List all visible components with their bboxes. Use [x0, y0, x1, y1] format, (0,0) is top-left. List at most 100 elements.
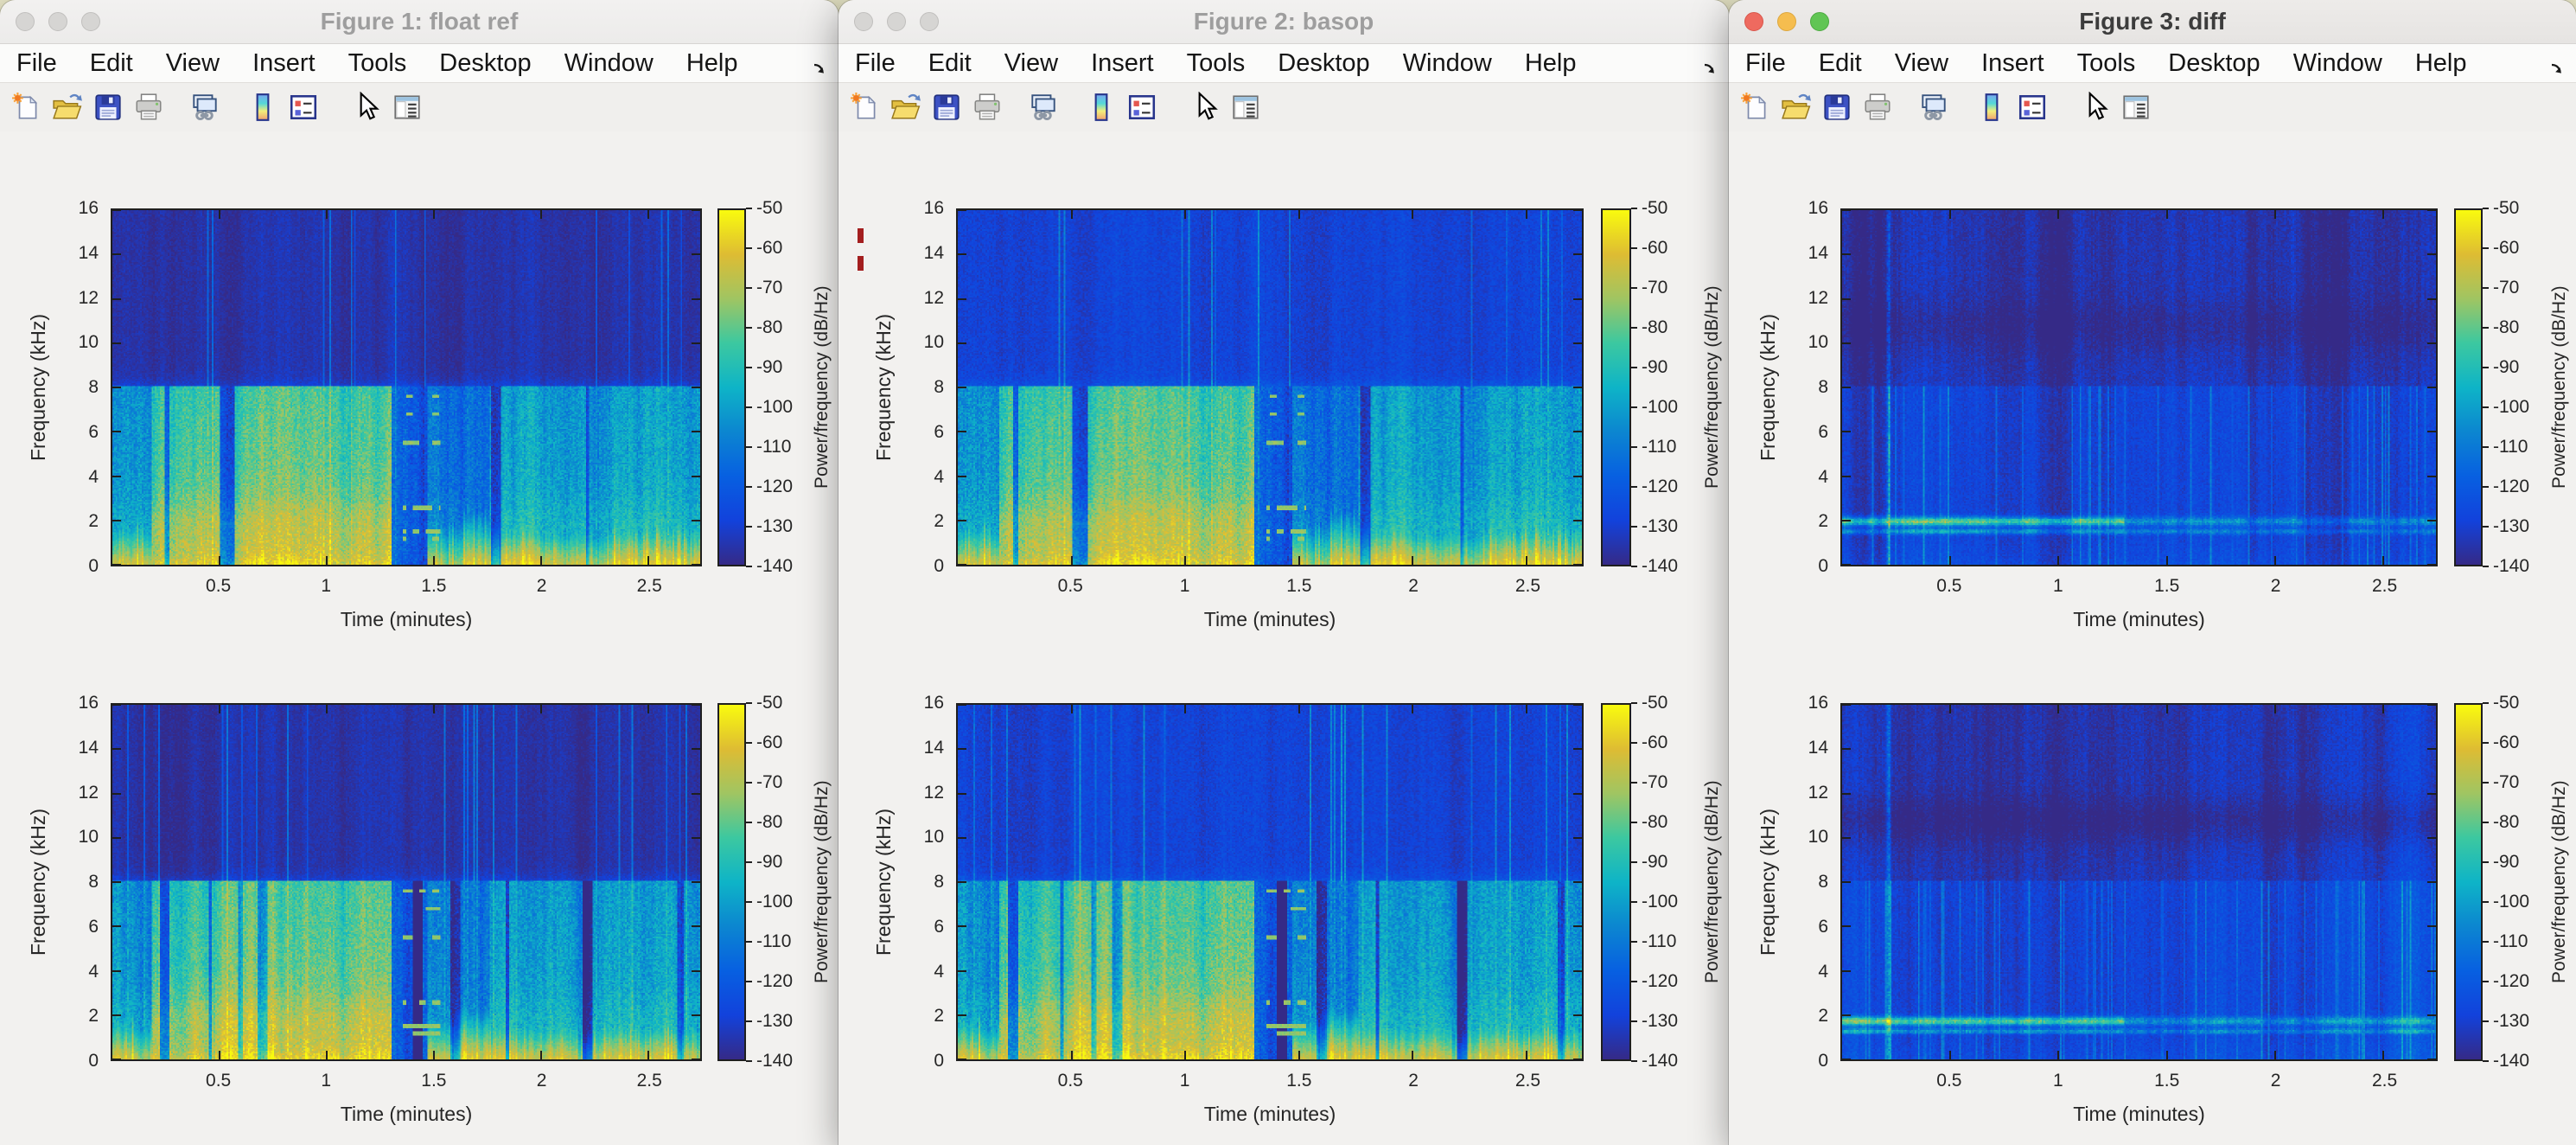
menu-item-window[interactable]: Window — [1387, 45, 1508, 82]
toolbar-button-insert-legend[interactable] — [2014, 87, 2050, 127]
figure-canvas: 02468101214160.511.522.5Time (minutes)Fr… — [838, 131, 1729, 1145]
menu-overflow-icon[interactable] — [2548, 59, 2569, 80]
menu-item-insert[interactable]: Insert — [1965, 45, 2061, 82]
y-tick-label: 6 — [47, 916, 99, 938]
y-axis-label: Frequency (kHz) — [870, 208, 896, 566]
menu-item-edit[interactable]: Edit — [73, 45, 150, 82]
toolbar-button-open-file[interactable] — [888, 87, 924, 127]
menu-item-view[interactable]: View — [1878, 45, 1965, 82]
toolbar-button-link-plot[interactable] — [1916, 87, 1952, 127]
toolbar-button-save-figure[interactable] — [1819, 87, 1855, 127]
y-tick-mark — [692, 564, 700, 566]
menu-item-edit[interactable]: Edit — [1802, 45, 1878, 82]
menu-item-help[interactable]: Help — [670, 45, 755, 82]
toolbar-button-property-inspector[interactable] — [2118, 87, 2154, 127]
toolbar-button-link-plot[interactable] — [1025, 87, 1062, 127]
toolbar-button-insert-colorbar[interactable] — [245, 87, 281, 127]
zoom-button[interactable] — [1810, 12, 1829, 31]
toolbar-button-open-file[interactable] — [1778, 87, 1814, 127]
toolbar-button-insert-legend[interactable] — [1124, 87, 1160, 127]
menu-item-file[interactable]: File — [0, 45, 73, 82]
y-tick-label: 10 — [892, 331, 944, 354]
close-button[interactable] — [16, 12, 35, 31]
menu-item-desktop[interactable]: Desktop — [1261, 45, 1386, 82]
menu-overflow-icon[interactable] — [811, 59, 832, 80]
zoom-button[interactable] — [920, 12, 939, 31]
toolbar-button-edit-plot[interactable] — [1187, 87, 1223, 127]
y-tick-mark — [1573, 1059, 1582, 1060]
menu-overflow-icon[interactable] — [1701, 59, 1722, 80]
y-tick-mark — [112, 342, 121, 344]
toolbar-button-edit-plot[interactable] — [2077, 87, 2114, 127]
menu-item-tools[interactable]: Tools — [332, 45, 424, 82]
menu-item-help[interactable]: Help — [1508, 45, 1593, 82]
menu-item-insert[interactable]: Insert — [1074, 45, 1170, 82]
toolbar-button-save-figure[interactable] — [90, 87, 126, 127]
menu-item-file[interactable]: File — [838, 45, 912, 82]
y-tick-label: 8 — [892, 376, 944, 399]
colorbar-tick-mark — [1631, 526, 1637, 528]
x-tick-mark — [1412, 705, 1413, 713]
x-tick-mark — [2382, 556, 2384, 565]
toolbar-button-property-inspector[interactable] — [1227, 87, 1264, 127]
toolbar-button-print-figure[interactable] — [1859, 87, 1896, 127]
x-tick-mark — [1071, 210, 1073, 219]
colorbar-tick-mark — [2483, 446, 2489, 448]
menu-item-file[interactable]: File — [1729, 45, 1802, 82]
y-tick-mark — [958, 881, 966, 883]
minimize-button[interactable] — [887, 12, 906, 31]
toolbar-button-insert-legend[interactable] — [285, 87, 322, 127]
menu-item-desktop[interactable]: Desktop — [423, 45, 547, 82]
window-title: Figure 2: basop — [838, 0, 1729, 43]
toolbar-button-print-figure[interactable] — [131, 87, 167, 127]
menu-item-view[interactable]: View — [150, 45, 236, 82]
menu-item-insert[interactable]: Insert — [236, 45, 332, 82]
y-tick-mark — [112, 564, 121, 566]
menu-item-help[interactable]: Help — [2399, 45, 2484, 82]
zoom-button[interactable] — [81, 12, 100, 31]
toolbar-button-open-file[interactable] — [49, 87, 86, 127]
colorbar-label: Power/frequency (dB/Hz) — [809, 208, 832, 566]
figure-canvas: 02468101214160.511.522.5Time (minutes)Fr… — [0, 131, 838, 1145]
spectrogram-axes — [956, 208, 1584, 566]
edit-plot-icon — [351, 92, 382, 123]
toolbar-button-new-figure[interactable] — [847, 87, 883, 127]
y-tick-label: 14 — [47, 242, 99, 265]
x-tick-mark — [2274, 705, 2276, 713]
minimize-button[interactable] — [48, 12, 67, 31]
toolbar-button-new-figure[interactable] — [9, 87, 45, 127]
x-tick-mark — [1298, 556, 1300, 565]
minimize-button[interactable] — [1777, 12, 1796, 31]
menu-item-view[interactable]: View — [988, 45, 1074, 82]
toolbar-button-edit-plot[interactable] — [348, 87, 385, 127]
y-tick-mark — [112, 837, 121, 839]
y-tick-mark — [692, 387, 700, 388]
close-button[interactable] — [1744, 12, 1763, 31]
y-tick-mark — [692, 476, 700, 477]
toolbar-button-link-plot[interactable] — [187, 87, 223, 127]
x-tick-mark — [219, 210, 220, 219]
toolbar-button-property-inspector[interactable] — [389, 87, 425, 127]
toolbar-button-insert-colorbar[interactable] — [1973, 87, 2010, 127]
y-tick-label: 8 — [1776, 376, 1828, 399]
menu-item-edit[interactable]: Edit — [912, 45, 988, 82]
x-tick-mark — [2166, 705, 2168, 713]
menu-item-window[interactable]: Window — [2277, 45, 2399, 82]
y-tick-mark — [2427, 209, 2436, 211]
y-tick-mark — [2427, 387, 2436, 388]
menu-item-window[interactable]: Window — [548, 45, 670, 82]
x-axis-label: Time (minutes) — [956, 608, 1584, 631]
menu-item-tools[interactable]: Tools — [2061, 45, 2152, 82]
menu-item-desktop[interactable]: Desktop — [2152, 45, 2276, 82]
toolbar-button-print-figure[interactable] — [969, 87, 1005, 127]
y-tick-mark — [692, 209, 700, 211]
colorbar-tick-mark — [746, 822, 752, 823]
y-tick-label: 6 — [47, 421, 99, 444]
y-tick-mark — [692, 1059, 700, 1060]
toolbar-button-new-figure[interactable] — [1738, 87, 1774, 127]
menu-item-tools[interactable]: Tools — [1170, 45, 1262, 82]
toolbar-button-insert-colorbar[interactable] — [1083, 87, 1119, 127]
x-tick-label: 1.5 — [1260, 1070, 1338, 1092]
toolbar-button-save-figure[interactable] — [928, 87, 965, 127]
close-button[interactable] — [854, 12, 873, 31]
